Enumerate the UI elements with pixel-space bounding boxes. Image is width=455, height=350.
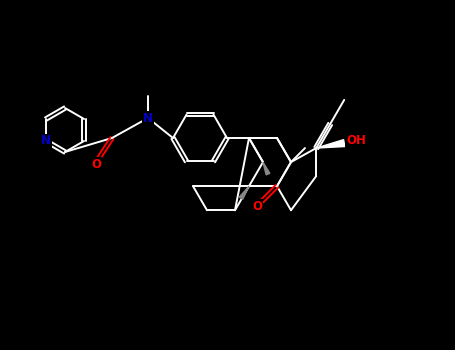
Text: O: O	[91, 158, 101, 170]
Polygon shape	[316, 140, 345, 148]
Text: OH: OH	[346, 134, 366, 147]
Polygon shape	[239, 186, 249, 199]
Polygon shape	[263, 162, 270, 175]
Text: O: O	[252, 199, 262, 213]
Text: N: N	[143, 112, 153, 125]
Text: N: N	[41, 134, 51, 147]
